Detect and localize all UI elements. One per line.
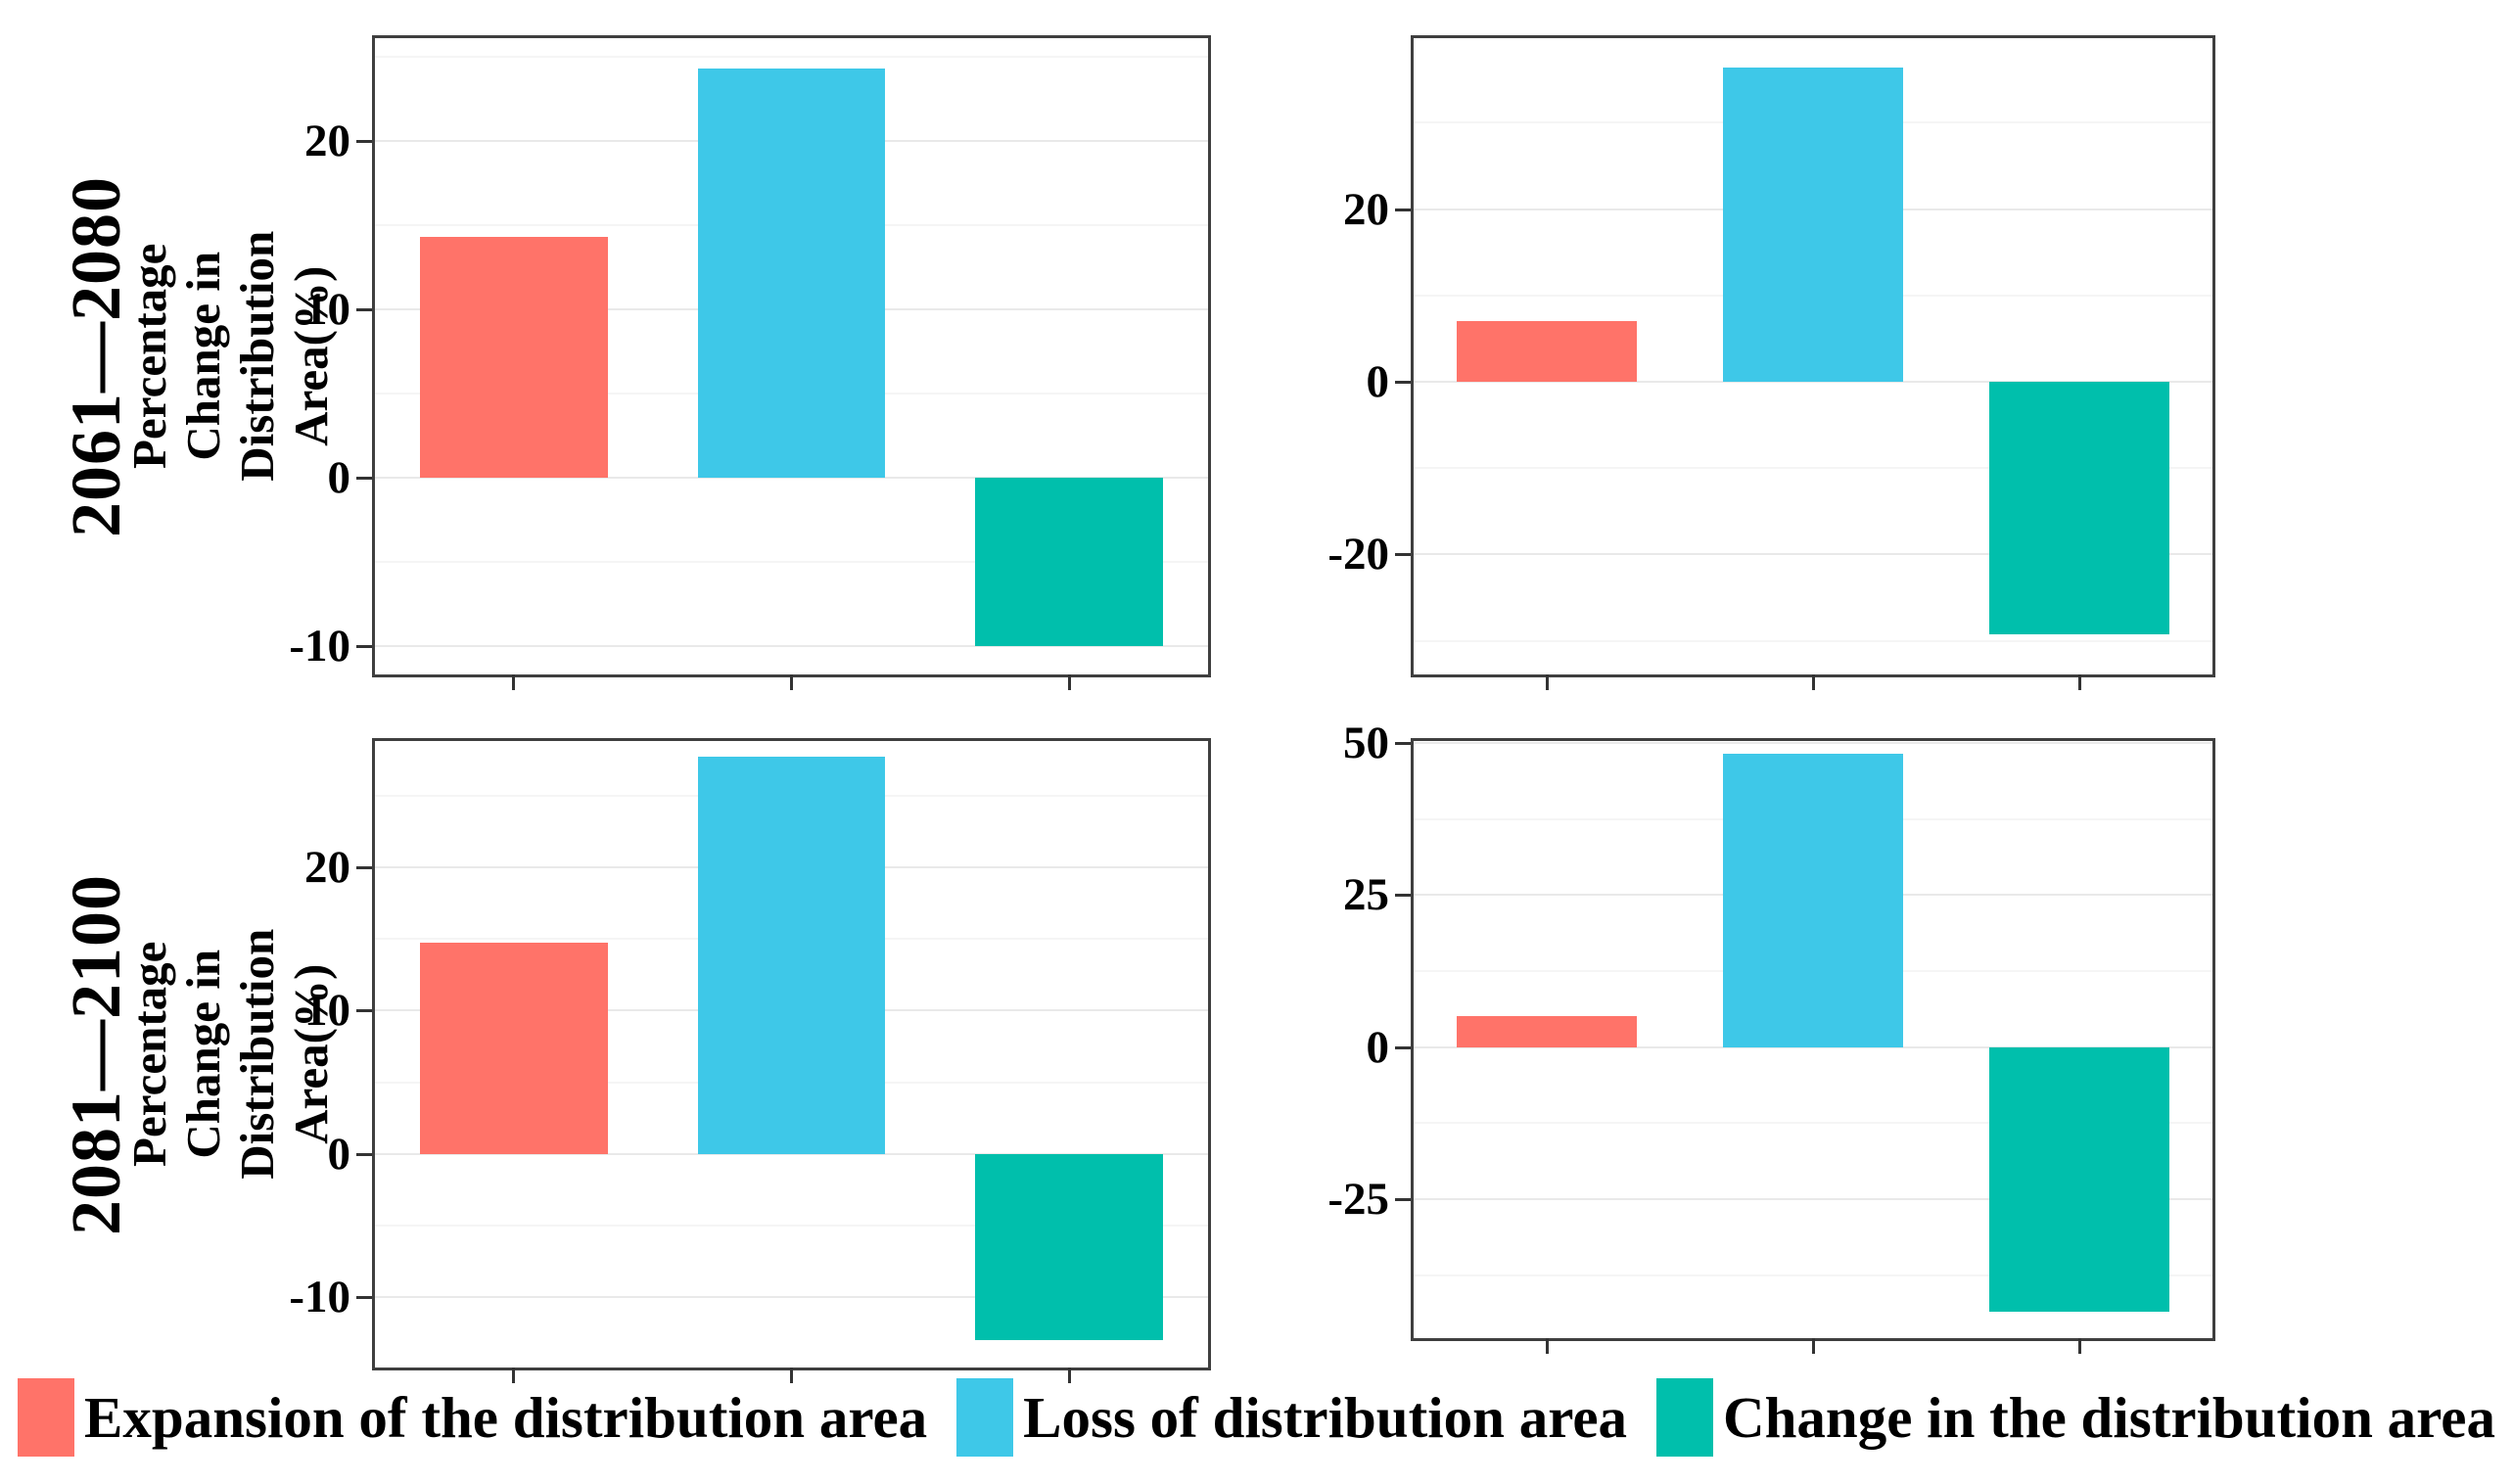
- y-tick-mark: [1395, 1045, 1411, 1049]
- x-tick-mark: [790, 674, 793, 690]
- loss-bar: [697, 757, 886, 1154]
- minor-gridline: [1414, 1122, 2212, 1125]
- change-bar: [975, 477, 1163, 646]
- y-tick-mark: [356, 1152, 372, 1156]
- panel-top-left-2061-2080: 20 10 0 -10: [289, 35, 1211, 690]
- y-tick-mark: [1395, 1198, 1411, 1202]
- minor-gridline: [1414, 1274, 2212, 1276]
- x-tick-mark: [512, 674, 516, 690]
- x-tick-mark: [1067, 1368, 1071, 1383]
- loss-bar: [1723, 754, 1903, 1047]
- minor-gridline: [375, 55, 1208, 58]
- y-tick-mark: [1395, 894, 1411, 898]
- y-tick-label: 25: [1343, 869, 1389, 921]
- minor-gridline: [1414, 639, 2212, 642]
- y-tick-mark: [1395, 208, 1411, 211]
- row-label-text: 2081—2100: [56, 873, 135, 1235]
- loss-swatch-icon: [956, 1378, 1014, 1457]
- legend-item-loss: Loss of distribution area: [956, 1378, 1627, 1457]
- y-tick-mark: [356, 1296, 372, 1300]
- change-bar: [975, 1153, 1163, 1341]
- change-bar: [1989, 1046, 2169, 1313]
- legend-item-change: Change in the distribution area: [1656, 1378, 2495, 1457]
- y-tick-label: 0: [327, 451, 351, 503]
- y-tick-mark: [356, 644, 372, 648]
- y-tick-mark: [1395, 553, 1411, 557]
- panel-top-right-2061-2080: 20 0 -20: [1327, 35, 2215, 690]
- row-label-2061-2080: 2061—2080: [37, 35, 155, 677]
- panel-bottom-left-2081-2100: 20 10 0 -10: [289, 738, 1211, 1383]
- legend-label-loss: Loss of distribution area: [1023, 1384, 1628, 1450]
- x-tick-mark: [2077, 674, 2081, 690]
- major-gridline: [1414, 741, 2212, 744]
- y-tick-label: 10: [304, 985, 350, 1037]
- y-tick-label: 0: [1366, 1021, 1390, 1073]
- major-gridline: [1414, 1045, 2212, 1048]
- expansion-swatch-icon: [18, 1378, 75, 1457]
- major-gridline: [375, 1152, 1208, 1155]
- y-tick-label: -25: [1327, 1174, 1389, 1226]
- legend-label-expansion: Expansion of the distribution area: [84, 1384, 928, 1450]
- y-tick-label: 0: [327, 1128, 351, 1180]
- y-tick-mark: [356, 865, 372, 869]
- y-tick-label: 50: [1343, 717, 1389, 768]
- legend-item-expansion: Expansion of the distribution area: [18, 1378, 927, 1457]
- row-label-2081-2100: 2081—2100: [37, 738, 155, 1370]
- minor-gridline: [375, 1225, 1208, 1227]
- loss-bar: [697, 68, 886, 478]
- minor-gridline: [1414, 467, 2212, 470]
- expansion-bar: [1457, 321, 1637, 382]
- major-gridline: [1414, 1198, 2212, 1201]
- major-gridline: [1414, 381, 2212, 384]
- y-tick-mark: [356, 307, 372, 311]
- x-tick-mark: [512, 1368, 516, 1383]
- y-tick-label: -10: [289, 620, 350, 672]
- expansion-bar: [1457, 1016, 1637, 1047]
- panel-bottom-right-2081-2100: 50 25 0 -25: [1327, 718, 2215, 1354]
- y-tick-label: -20: [1327, 529, 1389, 580]
- x-tick-mark: [1545, 674, 1549, 690]
- x-tick-mark: [2077, 1338, 2081, 1354]
- x-tick-mark: [1811, 1338, 1815, 1354]
- y-tick-mark: [356, 139, 372, 143]
- loss-bar: [1723, 67, 1903, 382]
- y-tick-mark: [1395, 381, 1411, 385]
- expansion-bar: [420, 943, 608, 1154]
- x-tick-mark: [790, 1368, 793, 1383]
- x-tick-mark: [1811, 674, 1815, 690]
- y-tick-label: 20: [1343, 183, 1389, 235]
- major-gridline: [375, 1296, 1208, 1299]
- change-bar: [1989, 382, 2169, 635]
- major-gridline: [1414, 553, 2212, 556]
- expansion-bar: [420, 236, 608, 478]
- minor-gridline: [375, 560, 1208, 563]
- legend-label-change: Change in the distribution area: [1723, 1384, 2495, 1450]
- major-gridline: [375, 476, 1208, 479]
- y-tick-mark: [356, 1009, 372, 1013]
- major-gridline: [375, 644, 1208, 647]
- x-tick-mark: [1545, 1338, 1549, 1354]
- y-tick-label: 20: [304, 841, 350, 893]
- x-tick-mark: [1067, 674, 1071, 690]
- y-tick-mark: [1395, 741, 1411, 745]
- row-label-text: 2061—2080: [56, 175, 135, 537]
- y-tick-mark: [356, 476, 372, 480]
- y-tick-label: 10: [304, 283, 350, 335]
- y-tick-label: -10: [289, 1272, 350, 1323]
- y-tick-label: 0: [1366, 356, 1390, 408]
- legend: Expansion of the distribution area Loss …: [0, 1372, 2513, 1462]
- change-swatch-icon: [1656, 1378, 1714, 1457]
- y-tick-label: 20: [304, 115, 350, 166]
- y-axis-title-text: Percentage Change in Distribution Area(%…: [122, 231, 338, 482]
